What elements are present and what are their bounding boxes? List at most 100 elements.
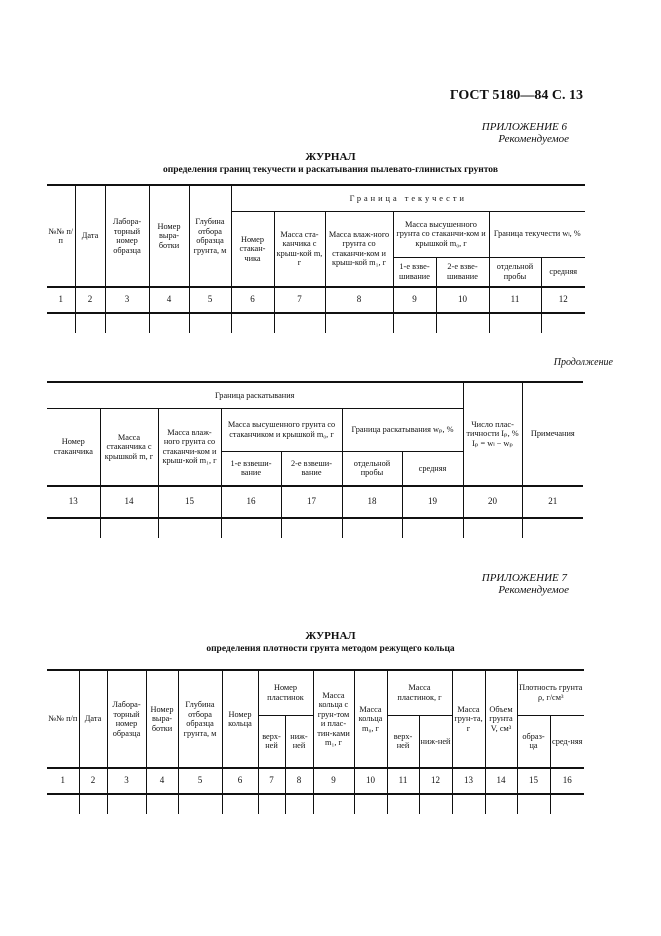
appendix-6-title: ПРИЛОЖЕНИЕ 6: [481, 121, 567, 133]
data-cell[interactable]: [549, 793, 585, 814]
column-number: 1: [47, 286, 76, 314]
sub-header: 1-е взвеши-вание: [220, 450, 282, 487]
col-header: Граница раскатывания wₚ, %: [341, 407, 464, 452]
col-header: Глубина отбора образца грунта, м: [188, 184, 232, 288]
data-cell[interactable]: [221, 793, 259, 814]
data-cell[interactable]: [257, 793, 286, 814]
col-header: Масса высушенного грунта со стаканчи-ком…: [392, 210, 490, 258]
data-cell[interactable]: [401, 517, 464, 538]
data-cell[interactable]: [99, 517, 159, 538]
data-cell[interactable]: [106, 793, 147, 814]
data-cell[interactable]: [488, 312, 542, 333]
column-number: 12: [540, 286, 585, 314]
data-cell[interactable]: [284, 793, 314, 814]
journal-1-title: ЖУРНАЛ: [305, 151, 356, 163]
table-plastic-limit: Граница раскатывания Число плас-тичности…: [47, 381, 584, 538]
col-header: Дата: [78, 669, 108, 769]
column-number: 20: [462, 485, 523, 519]
column-number: 9: [392, 286, 437, 314]
column-number: 7: [257, 767, 286, 795]
column-number: 8: [284, 767, 314, 795]
document-header: ГОСТ 5180—84 С. 13: [449, 88, 583, 103]
data-cell[interactable]: [280, 517, 343, 538]
sub-header: верх-ней: [257, 714, 286, 769]
data-cell[interactable]: [353, 793, 388, 814]
column-number: 1: [47, 767, 80, 795]
journal-2-subtitle: определения плотности грунта методом реж…: [206, 644, 455, 654]
column-number: 4: [145, 767, 179, 795]
data-cell[interactable]: [148, 312, 190, 333]
column-number: 19: [401, 485, 464, 519]
col-header: Масса влаж-ного грунта со стаканчи-ком и…: [157, 407, 222, 487]
journal-1-heading: ЖУРНАЛ определения границ текучести и ра…: [0, 151, 661, 177]
column-number: 6: [221, 767, 259, 795]
column-number: 16: [220, 485, 282, 519]
col-header: Масса пластинок, г: [386, 669, 453, 716]
column-number: 10: [353, 767, 388, 795]
column-number: 10: [435, 286, 490, 314]
data-cell[interactable]: [230, 312, 275, 333]
column-number: 17: [280, 485, 343, 519]
sub-header: 1-е взве-шивание: [392, 256, 437, 288]
data-cell[interactable]: [47, 793, 80, 814]
data-cell[interactable]: [540, 312, 585, 333]
continuation-label: Продолжение: [553, 357, 613, 368]
column-number: 7: [273, 286, 326, 314]
sub-header: ниж-ней: [284, 714, 314, 769]
data-cell[interactable]: [521, 517, 584, 538]
col-header: Лабора-торный номер образца: [106, 669, 147, 769]
col-header: Масса грун-та, г: [451, 669, 486, 769]
sub-header: верх-ней: [386, 714, 420, 769]
data-cell[interactable]: [484, 793, 518, 814]
data-cell[interactable]: [47, 312, 76, 333]
column-number: 13: [47, 485, 101, 519]
data-cell[interactable]: [451, 793, 486, 814]
data-cell[interactable]: [145, 793, 179, 814]
column-number: 2: [78, 767, 108, 795]
col-header: Номер выра-ботки: [145, 669, 179, 769]
data-cell[interactable]: [435, 312, 490, 333]
col-header: Дата: [74, 184, 106, 288]
data-cell[interactable]: [462, 517, 523, 538]
data-cell[interactable]: [104, 312, 150, 333]
data-cell[interactable]: [273, 312, 326, 333]
data-cell[interactable]: [418, 793, 453, 814]
data-cell[interactable]: [312, 793, 355, 814]
column-number: 5: [177, 767, 223, 795]
col-header: Номер кольца: [221, 669, 259, 769]
column-number: 4: [148, 286, 190, 314]
data-cell[interactable]: [220, 517, 282, 538]
journal-2-title: ЖУРНАЛ: [305, 630, 356, 642]
col-header: Примечания: [521, 381, 584, 487]
col-header: Плотность грунта ρ, г/см³: [516, 669, 585, 716]
column-number: 5: [188, 286, 232, 314]
column-number: 3: [104, 286, 150, 314]
data-cell[interactable]: [74, 312, 106, 333]
col-header: Масса кольца m₀, г: [353, 669, 388, 769]
col-header: Масса стаканчика с крышкой m, г: [99, 407, 159, 487]
column-number: 14: [99, 485, 159, 519]
sub-header: ниж-ней: [418, 714, 453, 769]
data-cell[interactable]: [386, 793, 420, 814]
column-number: 2: [74, 286, 106, 314]
data-cell[interactable]: [47, 517, 101, 538]
data-cell[interactable]: [341, 517, 403, 538]
data-cell[interactable]: [324, 312, 394, 333]
sub-header: образ-ца: [516, 714, 551, 769]
col-header: Номер стакан-чика: [230, 210, 275, 288]
data-cell[interactable]: [78, 793, 108, 814]
col-header: Масса ста-канчика с крыш-кой m, г: [273, 210, 326, 288]
data-cell[interactable]: [392, 312, 437, 333]
data-cell[interactable]: [157, 517, 222, 538]
data-cell[interactable]: [177, 793, 223, 814]
col-header: Лабора-торный номер образца: [104, 184, 150, 288]
column-number: 14: [484, 767, 518, 795]
sub-header: 2-е взвеши-вание: [280, 450, 343, 487]
col-header: Масса кольца с грун-том и плас-тин-ками …: [312, 669, 355, 769]
column-number: 15: [516, 767, 551, 795]
data-cell[interactable]: [188, 312, 232, 333]
sub-header: средняя: [540, 256, 585, 288]
column-number: 18: [341, 485, 403, 519]
table-liquid-limit: №№ п/п Дата Лабора-торный номер образца …: [47, 184, 585, 333]
data-cell[interactable]: [516, 793, 551, 814]
